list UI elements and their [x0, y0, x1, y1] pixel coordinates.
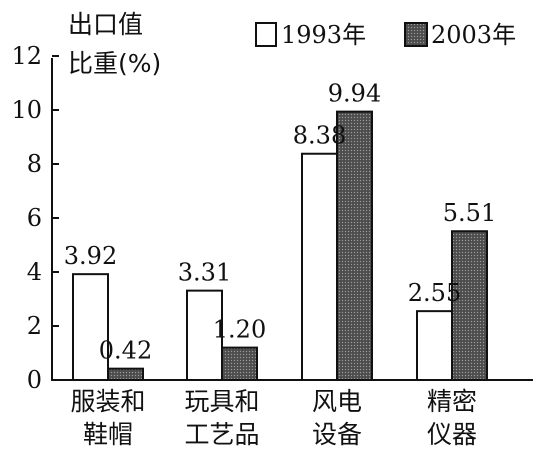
value-label: 9.94	[328, 80, 381, 108]
y-tick-label: 2	[27, 312, 42, 340]
value-label: 0.42	[99, 337, 152, 365]
y-tick-label: 12	[11, 42, 42, 70]
y-tick-label: 0	[27, 366, 42, 394]
bar-1993年-2	[301, 152, 338, 381]
bar-2003年-1	[221, 346, 258, 382]
legend-label-1993: 1993年	[281, 21, 366, 49]
legend-swatch-2003	[404, 22, 428, 47]
y-axis-title-line1: 出口值	[68, 10, 143, 39]
x-category-label: 风电	[312, 387, 362, 416]
x-category-label: 服装和	[70, 387, 145, 416]
legend-swatch-1993	[255, 22, 277, 47]
legend-label-2003: 2003年	[431, 21, 516, 49]
x-category-label: 玩具和	[184, 387, 259, 416]
value-label: 3.31	[178, 259, 231, 287]
value-label: 3.92	[64, 242, 117, 270]
bar-2003年-0	[107, 367, 144, 382]
value-label: 2.55	[408, 279, 461, 307]
legend: 1993年 2003年	[255, 21, 516, 49]
x-category-label: 鞋帽	[83, 420, 133, 449]
y-tick-label: 4	[27, 258, 42, 286]
x-category-label: 仪器	[427, 420, 477, 449]
value-label: 1.20	[213, 316, 266, 344]
bar-1993年-1	[186, 289, 223, 382]
bar-2003年-3	[451, 230, 488, 381]
value-label: 8.38	[293, 122, 346, 150]
y-tick-label: 8	[27, 150, 42, 178]
bar-1993年-0	[72, 273, 109, 381]
y-tick-label: 10	[11, 96, 42, 124]
y-axis-title-line2: 比重(%)	[68, 49, 161, 78]
x-category-label: 精密	[427, 387, 477, 416]
bar-1993年-3	[416, 310, 453, 381]
x-category-label: 工艺品	[184, 420, 259, 449]
x-category-label: 设备	[312, 420, 362, 449]
y-tick-label: 6	[27, 204, 42, 232]
bar-2003年-2	[336, 110, 373, 382]
value-label: 5.51	[443, 199, 496, 227]
